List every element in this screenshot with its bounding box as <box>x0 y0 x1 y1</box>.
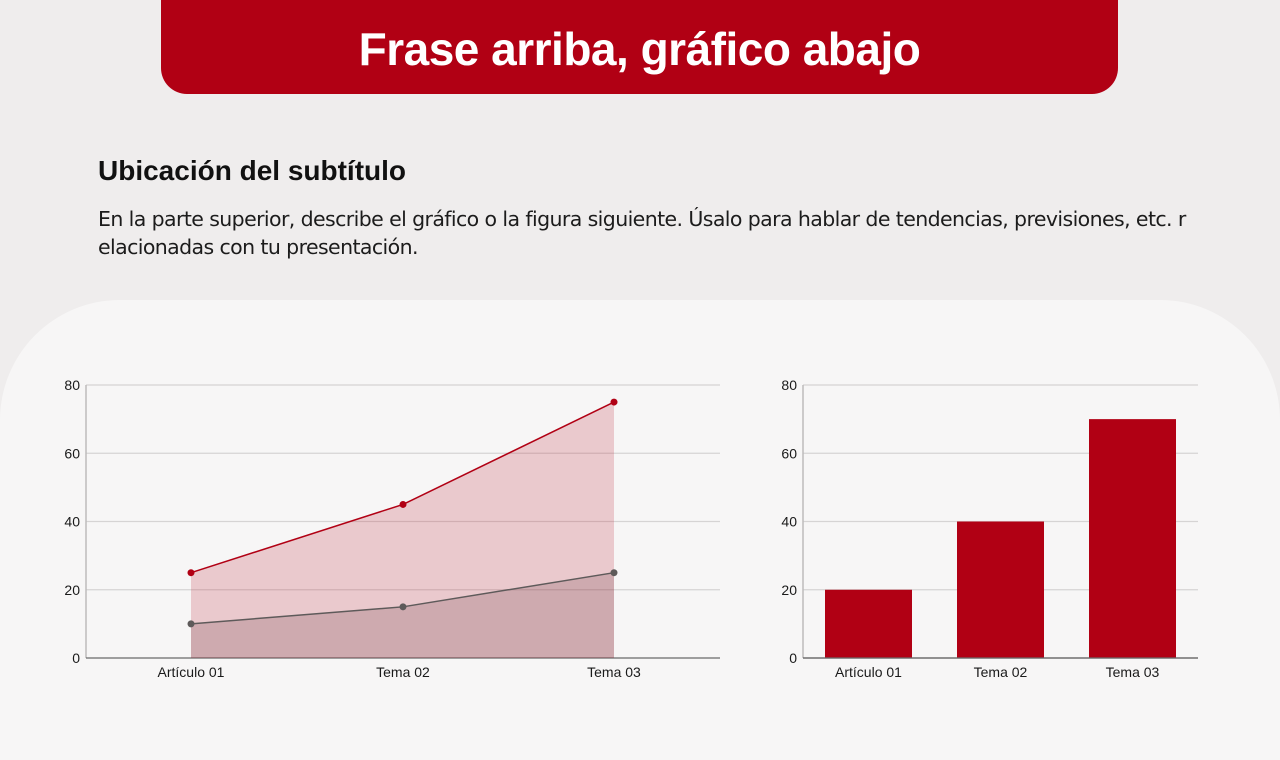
x-tick-label: Tema 02 <box>974 664 1028 680</box>
bar <box>825 589 912 658</box>
y-tick-label: 60 <box>781 445 797 461</box>
data-point <box>187 569 195 577</box>
y-tick-label: 0 <box>72 650 80 666</box>
x-tick-label: Tema 03 <box>1106 664 1160 680</box>
y-tick-label: 20 <box>64 582 80 598</box>
x-tick-label: Artículo 01 <box>158 664 225 680</box>
y-tick-label: 80 <box>781 377 797 393</box>
description-text: En la parte superior, describe el gráfic… <box>98 207 1186 259</box>
x-tick-label: Artículo 01 <box>835 664 902 680</box>
data-point <box>187 620 195 628</box>
y-tick-label: 40 <box>64 514 80 530</box>
area-fill <box>191 402 614 658</box>
charts-canvas: 0 20 40 60 80 Artículo 01 Tema 02 Tema 03 0 20 40… <box>64 377 1198 680</box>
subtitle: Ubicación del subtítulo <box>98 155 407 186</box>
data-point <box>399 603 407 611</box>
y-tick-label: 0 <box>789 650 797 666</box>
title-banner: Frase arriba, gráfico abajo <box>161 0 1118 94</box>
page-title: Frase arriba, gráfico abajo <box>358 23 921 75</box>
chart-card <box>0 300 1280 760</box>
data-point <box>399 500 407 508</box>
y-tick-label: 40 <box>781 514 797 530</box>
x-tick-label: Tema 03 <box>587 664 641 680</box>
x-tick-label: Tema 02 <box>376 664 430 680</box>
bar <box>957 521 1044 658</box>
bar-chart: 0 20 40 60 80 Artículo 01 Tema 02 Tema 03 <box>781 377 1198 680</box>
data-point <box>610 398 618 406</box>
data-point <box>610 569 618 577</box>
y-tick-label: 20 <box>781 582 797 598</box>
bar <box>1089 419 1176 658</box>
area-fill <box>191 572 614 658</box>
y-tick-label: 60 <box>64 445 80 461</box>
y-tick-label: 80 <box>64 377 80 393</box>
area-chart: 0 20 40 60 80 Artículo 01 Tema 02 Tema 03 <box>64 377 720 680</box>
